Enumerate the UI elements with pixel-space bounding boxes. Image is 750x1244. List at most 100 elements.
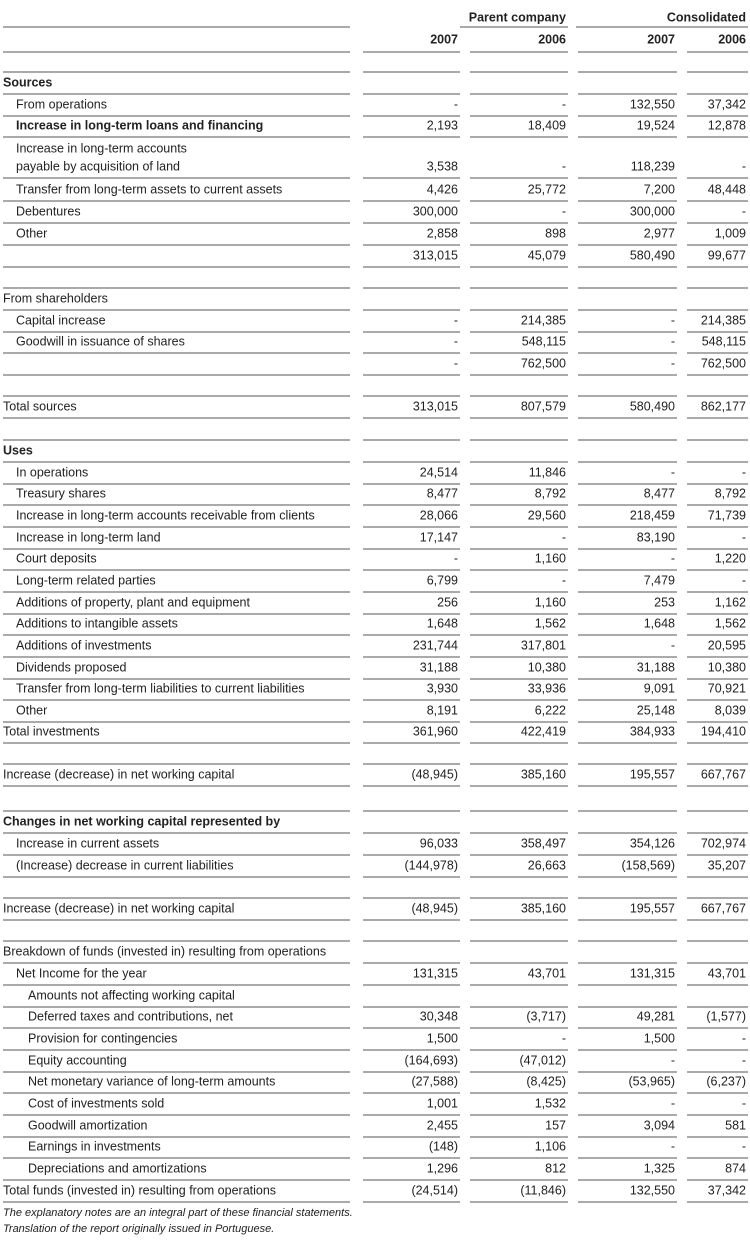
cell-value: 385,160 bbox=[521, 901, 566, 915]
cell-value: - bbox=[742, 204, 746, 218]
cell-value: 214,385 bbox=[521, 313, 566, 327]
cell-value: 3,538 bbox=[427, 159, 458, 173]
cell-value: 1,106 bbox=[535, 1139, 566, 1153]
cell-value: 358,497 bbox=[521, 836, 566, 850]
row-label: Sources bbox=[3, 75, 52, 89]
cell-value: - bbox=[454, 334, 458, 348]
cell-value: 30,348 bbox=[420, 1009, 458, 1023]
year-header: 2007 bbox=[647, 32, 675, 46]
cell-value: 99,677 bbox=[708, 248, 746, 262]
row-label: Increase (decrease) in net working capit… bbox=[3, 901, 234, 915]
group-header: Parent company bbox=[469, 10, 566, 24]
cell-value: 548,115 bbox=[702, 334, 746, 348]
cell-value: (53,965) bbox=[628, 1074, 675, 1088]
cell-value: 48,448 bbox=[708, 182, 746, 196]
cell-value: - bbox=[742, 1053, 746, 1067]
row-label: Court deposits bbox=[16, 551, 97, 565]
cell-value: - bbox=[671, 1139, 675, 1153]
cell-value: 218,459 bbox=[630, 508, 675, 522]
cell-value: 28,066 bbox=[420, 508, 458, 522]
cell-value: 2,977 bbox=[644, 226, 675, 240]
row-label: Long-term related parties bbox=[16, 573, 156, 587]
cell-value: 812 bbox=[545, 1161, 566, 1175]
cell-value: (6,237) bbox=[706, 1074, 746, 1088]
cell-value: 8,792 bbox=[535, 486, 566, 500]
cell-value: 31,188 bbox=[420, 660, 458, 674]
cell-value: 1,648 bbox=[427, 616, 458, 630]
cell-value: 12,878 bbox=[708, 118, 746, 132]
cell-value: 1,160 bbox=[535, 551, 566, 565]
row-label: From operations bbox=[16, 97, 107, 111]
cell-value: 7,200 bbox=[644, 182, 675, 196]
cell-value: 35,207 bbox=[708, 858, 746, 872]
cell-value: - bbox=[562, 204, 566, 218]
cell-value: - bbox=[562, 97, 566, 111]
cell-value: 667,767 bbox=[701, 901, 746, 915]
cell-value: 580,490 bbox=[630, 399, 675, 413]
cell-value: 1,296 bbox=[427, 1161, 458, 1175]
cell-value: - bbox=[562, 530, 566, 544]
cell-value: (48,945) bbox=[411, 767, 458, 781]
row-label: Capital increase bbox=[16, 313, 106, 327]
cell-value: - bbox=[742, 530, 746, 544]
year-header: 2007 bbox=[430, 32, 458, 46]
cell-value: 4,426 bbox=[427, 182, 458, 196]
cell-value: - bbox=[671, 1096, 675, 1110]
cell-value: 2,455 bbox=[427, 1118, 458, 1132]
cell-value: 3,930 bbox=[427, 681, 458, 695]
cell-value: 2,193 bbox=[427, 118, 458, 132]
cell-value: - bbox=[742, 573, 746, 587]
cell-value: (164,693) bbox=[404, 1053, 458, 1067]
cell-value: - bbox=[671, 1053, 675, 1067]
cell-value: 43,701 bbox=[708, 966, 746, 980]
cell-value: 253 bbox=[654, 595, 675, 609]
cell-value: 1,562 bbox=[715, 616, 746, 630]
cell-value: 6,222 bbox=[535, 703, 566, 717]
cell-value: 580,490 bbox=[630, 248, 675, 262]
cell-value: (47,012) bbox=[519, 1053, 566, 1067]
cell-value: 1,500 bbox=[644, 1031, 675, 1045]
cell-value: 762,500 bbox=[701, 356, 746, 370]
cell-value: - bbox=[454, 356, 458, 370]
cell-value: (27,588) bbox=[411, 1074, 458, 1088]
cell-value: 49,281 bbox=[637, 1009, 675, 1023]
cell-value: 195,557 bbox=[630, 901, 675, 915]
cell-value: 6,799 bbox=[427, 573, 458, 587]
cell-value: 762,500 bbox=[521, 356, 566, 370]
cell-value: 3,094 bbox=[644, 1118, 675, 1132]
row-label: Transfer from long-term assets to curren… bbox=[16, 182, 282, 196]
cell-value: - bbox=[742, 1096, 746, 1110]
cell-value: 118,239 bbox=[631, 159, 675, 173]
cell-value: - bbox=[742, 1139, 746, 1153]
cell-value: 19,524 bbox=[637, 118, 675, 132]
row-label: Amounts not affecting working capital bbox=[28, 988, 235, 1002]
cell-value: 8,477 bbox=[644, 486, 675, 500]
cell-value: (148) bbox=[429, 1139, 458, 1153]
cell-value: 194,410 bbox=[701, 724, 746, 738]
cell-value: (24,514) bbox=[411, 1183, 458, 1197]
row-label: Additions to intangible assets bbox=[16, 616, 178, 630]
cell-value: 8,792 bbox=[715, 486, 746, 500]
cell-value: - bbox=[454, 313, 458, 327]
cell-value: (48,945) bbox=[411, 901, 458, 915]
cell-value: 807,579 bbox=[521, 399, 566, 413]
row-label: From shareholders bbox=[3, 291, 108, 305]
cell-value: - bbox=[671, 551, 675, 565]
row-label: Other bbox=[16, 226, 47, 240]
cell-value: 45,079 bbox=[528, 248, 566, 262]
row-label: Total investments bbox=[3, 724, 100, 738]
row-label: Provision for contingencies bbox=[28, 1031, 177, 1045]
row-label: Increase (decrease) in net working capit… bbox=[3, 767, 234, 781]
row-label: Increase in current assets bbox=[16, 836, 159, 850]
cell-value: 132,550 bbox=[630, 1183, 675, 1197]
cell-value: 8,477 bbox=[427, 486, 458, 500]
row-label: In operations bbox=[16, 465, 88, 479]
year-header: 2006 bbox=[538, 32, 566, 46]
row-label: Deferred taxes and contributions, net bbox=[28, 1009, 234, 1023]
cell-value: - bbox=[671, 334, 675, 348]
cell-value: 25,772 bbox=[528, 182, 566, 196]
cell-value: 862,177 bbox=[701, 399, 746, 413]
cell-value: - bbox=[671, 313, 675, 327]
cell-value: 1,162 bbox=[715, 595, 746, 609]
cell-value: 300,000 bbox=[413, 204, 458, 218]
